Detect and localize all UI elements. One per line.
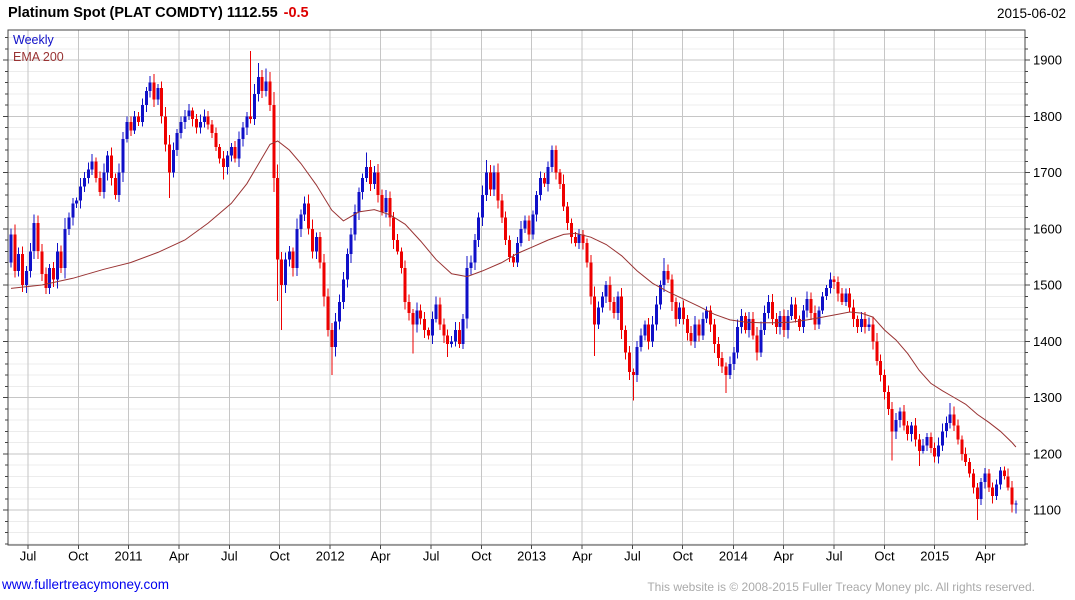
y-tick-label: 1800 [1033,109,1062,124]
x-tick-label: Jul [624,549,641,564]
x-tick-label: Apr [572,549,593,564]
x-axis-labels: Jul Oct 2011 Apr Jul Oct 2012 Apr Jul Oct 2013 Apr J… [20,549,996,564]
chart-legend: Weekly EMA 200 [13,32,64,66]
price-change: -0.5 [283,5,309,21]
x-tick-label: Jul [423,549,440,564]
y-tick-label: 1400 [1033,334,1062,349]
x-tick-label: 2014 [719,549,748,564]
x-tick-label: Apr [370,549,391,564]
x-tick-label: 2013 [517,549,546,564]
x-tick-label: 2015 [920,549,949,564]
y-tick-label: 1500 [1033,278,1062,293]
x-tick-label: Oct [874,549,895,564]
y-tick-label: 1200 [1033,446,1062,461]
gridlines-major [8,59,1025,511]
chart-date: 2015-06-02 [996,6,1066,21]
page-title: Platinum Spot (PLAT COMDTY) 1112.55 -0.5 [8,5,309,21]
x-tick-label: Jul [20,549,37,564]
x-tick-label: Jul [826,549,843,564]
y-tick-label: 1300 [1033,390,1062,405]
y-tick-label: 1600 [1033,221,1062,236]
y-tick-label: 1900 [1033,53,1062,68]
x-tick-label: Apr [975,549,996,564]
x-tick-label: Oct [68,549,89,564]
y-tick-label: 1700 [1033,165,1062,180]
x-tick-label: Oct [471,549,492,564]
x-tick-label: Oct [270,549,291,564]
x-tick-label: Oct [673,549,694,564]
x-tick-label: 2012 [316,549,345,564]
candlesticks [9,51,1018,521]
x-tick-label: Apr [773,549,794,564]
gridlines-vertical [27,30,986,549]
x-tick-label: 2011 [115,549,143,564]
x-tick-label: Apr [169,549,190,564]
y-axis-labels: 1100 1200 1300 1400 1500 1600 1700 1800 1900 [1033,53,1062,518]
x-tick-label: Jul [221,549,238,564]
plot-border [7,29,1026,546]
fullertreacymoney-link[interactable]: www.fullertreacymoney.com [2,577,170,592]
y-axis-ticks [3,37,1030,545]
copyright-text: This website is © 2008-2015 Fuller Treac… [647,580,1035,594]
y-tick-label: 1100 [1033,503,1061,518]
ema-line [10,140,1017,448]
legend-weekly: Weekly [13,33,54,47]
instrument-title: Platinum Spot (PLAT COMDTY) 1112.55 [8,5,278,21]
legend-ema-200: EMA 200 [13,50,64,64]
gridlines-minor [8,37,1025,545]
